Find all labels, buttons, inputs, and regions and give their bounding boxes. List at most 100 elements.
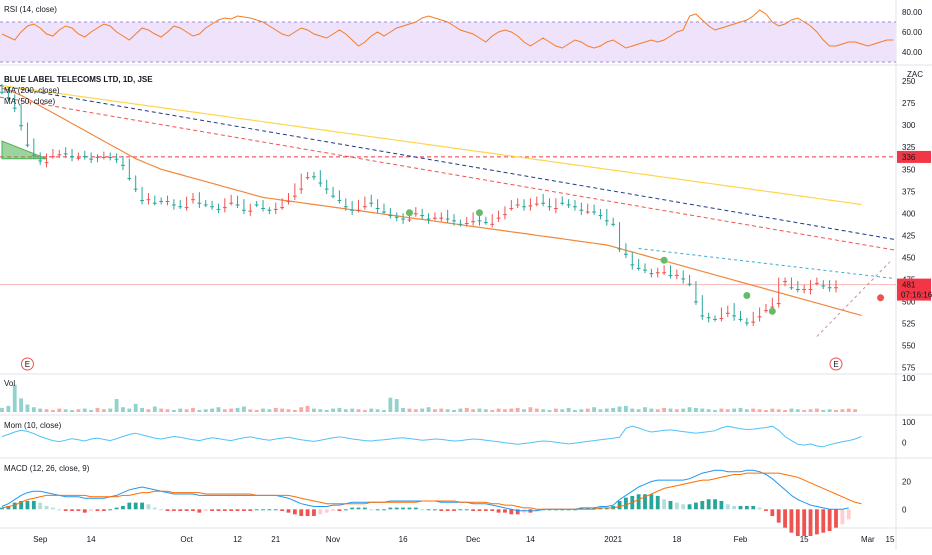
macd-histogram-bar bbox=[592, 507, 596, 510]
candle-body bbox=[51, 156, 55, 158]
time-tick-label: Nov bbox=[326, 535, 340, 544]
volume-bar bbox=[783, 409, 787, 412]
candle-body bbox=[719, 318, 724, 320]
volume-bar bbox=[6, 405, 11, 412]
candle-body bbox=[433, 217, 437, 219]
candle-body bbox=[38, 160, 43, 162]
volume-bar bbox=[191, 407, 195, 412]
macd-histogram-bar bbox=[343, 509, 348, 511]
macd-histogram-bar bbox=[140, 502, 144, 510]
candle-body bbox=[834, 287, 838, 289]
volume-bar bbox=[38, 408, 43, 412]
candle-body bbox=[573, 206, 577, 208]
macd-histogram-bar bbox=[101, 509, 106, 511]
price-tick-label: 250 bbox=[902, 77, 916, 86]
volume-bar bbox=[165, 409, 170, 412]
volume-bar bbox=[70, 409, 74, 412]
ma200-legend[interactable]: MA (200, close) bbox=[4, 86, 60, 95]
volume-bar bbox=[146, 409, 151, 412]
volume-bar bbox=[681, 408, 686, 412]
volume-bar bbox=[808, 409, 813, 412]
candle-body bbox=[814, 282, 819, 284]
volume-bar bbox=[222, 409, 227, 412]
time-tick-label: Mar bbox=[861, 535, 875, 544]
macd-histogram-bar bbox=[496, 509, 501, 513]
volume-bar bbox=[840, 409, 845, 412]
macd-histogram-bar bbox=[643, 494, 647, 510]
candle-body bbox=[636, 267, 641, 269]
macd-histogram-bar bbox=[31, 500, 36, 510]
macd-histogram-bar bbox=[713, 499, 717, 510]
rsi-title[interactable]: RSI (14, close) bbox=[4, 5, 57, 14]
volume-bar bbox=[853, 409, 858, 412]
volume-bar bbox=[662, 407, 667, 412]
volume-bars bbox=[0, 384, 858, 412]
candle-body bbox=[70, 156, 74, 158]
macd-histogram-bar bbox=[598, 507, 603, 510]
candle-body bbox=[770, 306, 775, 308]
macd-histogram-bar bbox=[776, 509, 781, 523]
macd-histogram-bar bbox=[44, 505, 49, 510]
price-title[interactable]: BLUE LABEL TELECOMS LTD, 1D, JSE bbox=[4, 75, 153, 84]
time-tick-label: 2021 bbox=[604, 535, 622, 544]
volume-bar bbox=[229, 408, 234, 412]
macd-histogram-bar bbox=[604, 507, 609, 510]
candle-body bbox=[566, 204, 571, 206]
time-tick-label: 14 bbox=[526, 535, 535, 544]
candle-body bbox=[324, 188, 329, 190]
candle-body bbox=[617, 248, 622, 250]
volume-bar bbox=[725, 409, 730, 412]
volume-bar bbox=[369, 408, 374, 412]
volume-bar bbox=[267, 409, 272, 412]
macd-histogram-bar bbox=[795, 509, 800, 537]
trendline-blue bbox=[638, 247, 894, 279]
candle-body bbox=[152, 202, 157, 204]
macd-histogram-bar bbox=[6, 505, 11, 510]
macd-title[interactable]: MACD (12, 26, close, 9) bbox=[4, 464, 90, 473]
macd-histogram-bar bbox=[152, 507, 157, 510]
macd-histogram-bar bbox=[108, 509, 113, 511]
candle-body bbox=[127, 178, 132, 180]
candle-body bbox=[783, 281, 787, 283]
candle-body bbox=[331, 195, 335, 197]
macd-histogram-bar bbox=[242, 509, 246, 511]
macd-histogram-bar bbox=[694, 502, 698, 510]
volume-bar bbox=[604, 408, 609, 412]
volume-bar bbox=[776, 409, 781, 412]
candle-body bbox=[19, 125, 24, 127]
volume-bar bbox=[617, 406, 622, 412]
volume-bar bbox=[592, 407, 596, 412]
candle-body bbox=[827, 287, 832, 289]
macd-histogram-bar bbox=[401, 507, 405, 510]
volume-bar bbox=[407, 408, 412, 412]
macd-histogram-bar bbox=[420, 509, 425, 511]
candle-body bbox=[350, 209, 355, 211]
ma50-legend[interactable]: MA (50, close) bbox=[4, 97, 55, 106]
macd-tick-label: 20 bbox=[902, 477, 911, 486]
candle-body bbox=[0, 91, 4, 93]
macd-histogram-bar bbox=[700, 500, 705, 510]
macd-histogram-bar bbox=[490, 509, 495, 511]
volume-bar bbox=[719, 408, 724, 412]
candle-body bbox=[178, 206, 183, 208]
macd-histogram-bar bbox=[834, 509, 838, 528]
candle-body bbox=[604, 220, 609, 222]
volume-bar bbox=[509, 408, 514, 412]
rsi-tick-label: 60.00 bbox=[902, 28, 923, 37]
time-tick-label: Feb bbox=[734, 535, 748, 544]
macd-histogram-bar bbox=[70, 509, 74, 511]
candle-body bbox=[242, 209, 246, 211]
macd-histogram-bar bbox=[649, 494, 654, 510]
volume-bar bbox=[490, 409, 495, 412]
momentum-title[interactable]: Mom (10, close) bbox=[4, 421, 62, 430]
macd-histogram-bar bbox=[375, 509, 380, 511]
volume-bar bbox=[630, 408, 635, 412]
volume-bar bbox=[299, 407, 304, 412]
candle-body bbox=[553, 207, 558, 209]
macd-histogram-bar bbox=[222, 509, 227, 511]
rsi-line bbox=[1, 9, 894, 49]
volume-bar bbox=[356, 409, 361, 412]
volume-title[interactable]: Vol bbox=[4, 379, 15, 388]
volume-bar bbox=[623, 405, 628, 412]
